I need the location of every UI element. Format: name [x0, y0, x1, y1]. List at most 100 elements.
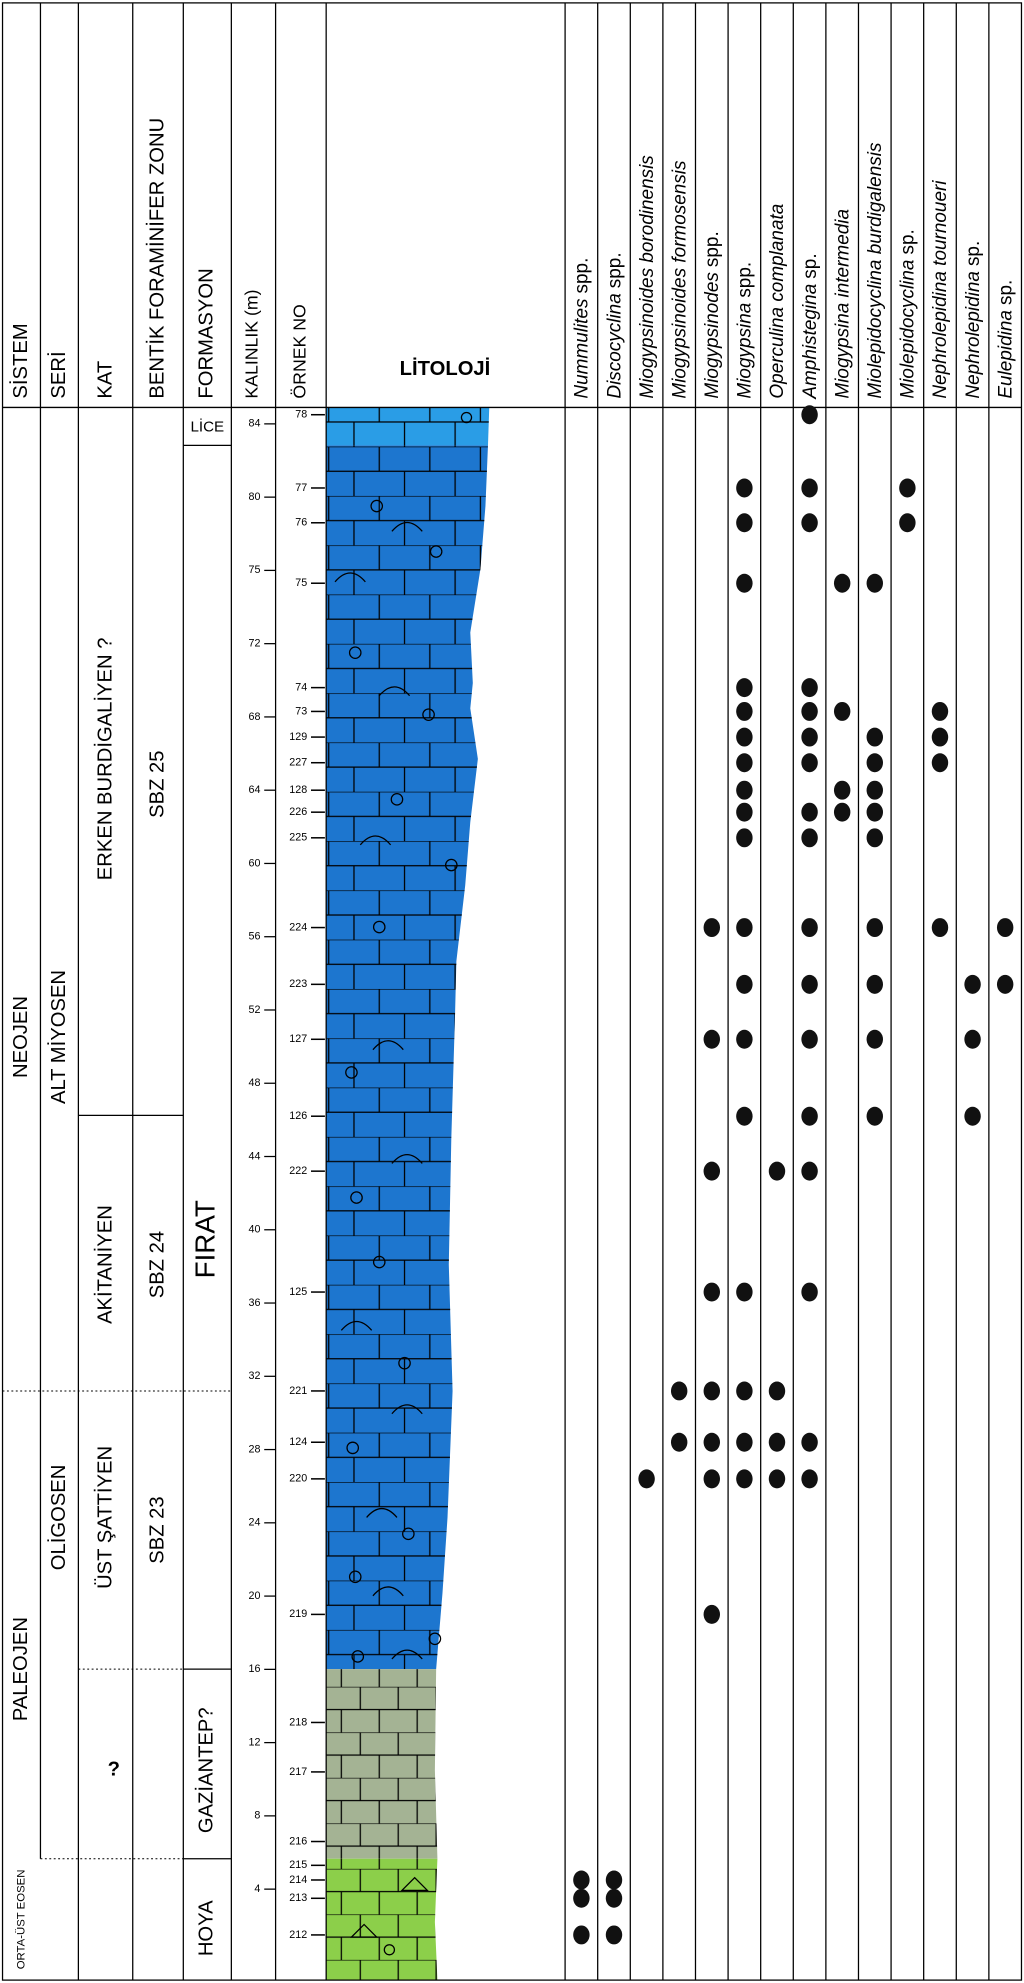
- occurrence-dot: [899, 478, 916, 498]
- occurrence-dot: [703, 1604, 721, 1624]
- sample-label: 224: [289, 921, 307, 933]
- species-suffix: spp.: [604, 252, 625, 288]
- species-name: Miogypsinoides formosensis: [669, 160, 690, 399]
- occurrence-dot: [605, 1870, 623, 1890]
- thickness-tick-label: 80: [248, 491, 260, 503]
- sample-label: 128: [289, 784, 307, 796]
- thickness-tick-label: 24: [248, 1517, 260, 1529]
- occurrence-dot: [670, 1432, 688, 1452]
- species-name: Operculina complanata: [767, 204, 788, 399]
- occurrence-dot: [736, 1432, 753, 1452]
- occurrence-dot: [736, 828, 753, 848]
- occurrence-dot: [964, 1106, 981, 1126]
- species-genus: Nephrolepidina: [963, 271, 984, 399]
- sample-label: 216: [289, 1835, 307, 1847]
- occurrence-dot: [833, 573, 851, 593]
- system-label: ORTA-ÜST EOSEN: [14, 1870, 27, 1970]
- sample-label: 127: [289, 1033, 307, 1045]
- thickness-tick-label: 12: [248, 1736, 260, 1748]
- occurrence-dot: [736, 918, 753, 938]
- occurrence-dot: [768, 1432, 786, 1452]
- species-genus: Miogypsinoides formosensis: [669, 160, 690, 399]
- species-suffix: sp.: [995, 280, 1016, 305]
- stage-label: AKİTANİYEN: [94, 1205, 117, 1324]
- occurrence-dot: [801, 1432, 818, 1452]
- occurrence-dot: [801, 753, 818, 773]
- species-name: Nummulites spp.: [572, 258, 593, 399]
- occurrence-dot: [866, 802, 883, 822]
- occurrence-dot: [736, 1381, 753, 1401]
- sample-label: 129: [289, 731, 307, 743]
- species-genus: Nephrolepidina tournoueri: [930, 180, 951, 399]
- species-name: Eulepidina sp.: [995, 280, 1016, 399]
- species-name: Miolepidocyclina sp.: [898, 229, 919, 398]
- species-name: Amphistegina sp.: [800, 253, 821, 399]
- system-label: PALEOJEN: [10, 1617, 32, 1721]
- occurrence-dot: [833, 780, 851, 800]
- formation-label: FIRAT: [190, 1200, 221, 1278]
- occurrence-dot: [638, 1469, 655, 1489]
- species-name: Miogypsinodes spp.: [702, 231, 723, 398]
- lithology: [326, 407, 490, 1981]
- occurrence-dot: [801, 405, 818, 425]
- occurrence-dot: [768, 1161, 786, 1181]
- thickness-tick-label: 28: [248, 1443, 260, 1455]
- occurrence-dot: [801, 513, 818, 533]
- occurrence-dot: [801, 678, 818, 698]
- zone-label: SBZ 23: [146, 1496, 168, 1563]
- thickness-tick-label: 75: [248, 564, 260, 576]
- species-name: Miolepidocyclina burdigalensis: [865, 142, 886, 399]
- occurrence-dot: [801, 478, 818, 498]
- thickness-tick-label: 84: [248, 418, 260, 430]
- occurrence-dot: [703, 1381, 721, 1401]
- sample-label: 73: [295, 705, 307, 717]
- column-header: FORMASYON: [196, 268, 218, 398]
- thickness-tick-label: 72: [248, 638, 260, 650]
- occurrence-dot: [573, 1888, 590, 1908]
- species-suffix: sp.: [898, 229, 919, 254]
- occurrence-dot: [573, 1925, 590, 1945]
- occurrence-dot: [931, 701, 949, 721]
- sample-label: 222: [289, 1165, 307, 1177]
- sample-label: 226: [289, 806, 307, 818]
- occurrence-dot: [736, 780, 753, 800]
- column-header: ÖRNEK NO: [290, 304, 310, 398]
- column-header: KAT: [95, 361, 117, 399]
- column-header: KALINLIK (m): [242, 289, 262, 398]
- sample-label: 227: [289, 757, 307, 769]
- thickness-tick-label: 52: [248, 1004, 260, 1016]
- hoya-pattern: [326, 1858, 438, 1981]
- sample-label: 213: [289, 1892, 307, 1904]
- sample-label: 220: [289, 1473, 307, 1485]
- occurrence-dot: [996, 918, 1014, 938]
- thickness-tick-label: 20: [248, 1590, 260, 1602]
- gaziantep-pattern: [326, 1669, 438, 1859]
- occurrence-dot: [866, 573, 883, 593]
- sample-label: 78: [295, 409, 307, 421]
- sample-label: 124: [289, 1436, 307, 1448]
- species-name: Miogypsina intermedia: [832, 209, 853, 399]
- formation-label: HOYA: [196, 1900, 218, 1956]
- column-header: SİSTEM: [9, 323, 32, 398]
- species-suffix: sp.: [963, 241, 984, 266]
- sample-label: 223: [289, 978, 307, 990]
- thickness-tick-label: 60: [248, 857, 260, 869]
- occurrence-dot: [801, 1469, 818, 1489]
- stage-label: ÜST ŞATTİYEN: [94, 1446, 117, 1589]
- column-header: SERİ: [47, 351, 70, 398]
- species-suffix: spp.: [702, 231, 723, 267]
- sample-label: 75: [295, 577, 307, 589]
- occurrence-dot: [703, 1282, 721, 1302]
- species-name: Discocyclina spp.: [604, 252, 625, 398]
- occurrence-dot: [736, 727, 753, 747]
- occurrence-dot: [736, 802, 753, 822]
- thickness-tick-label: 16: [248, 1663, 260, 1675]
- occurrence-dot: [931, 727, 949, 747]
- species-genus: Eulepidina: [995, 310, 1016, 399]
- occurrence-dot: [703, 1029, 721, 1049]
- sample-label: 225: [289, 832, 307, 844]
- sample-label: 221: [289, 1385, 307, 1397]
- occurrence-dot: [866, 753, 883, 773]
- occurrence-dot: [964, 1029, 981, 1049]
